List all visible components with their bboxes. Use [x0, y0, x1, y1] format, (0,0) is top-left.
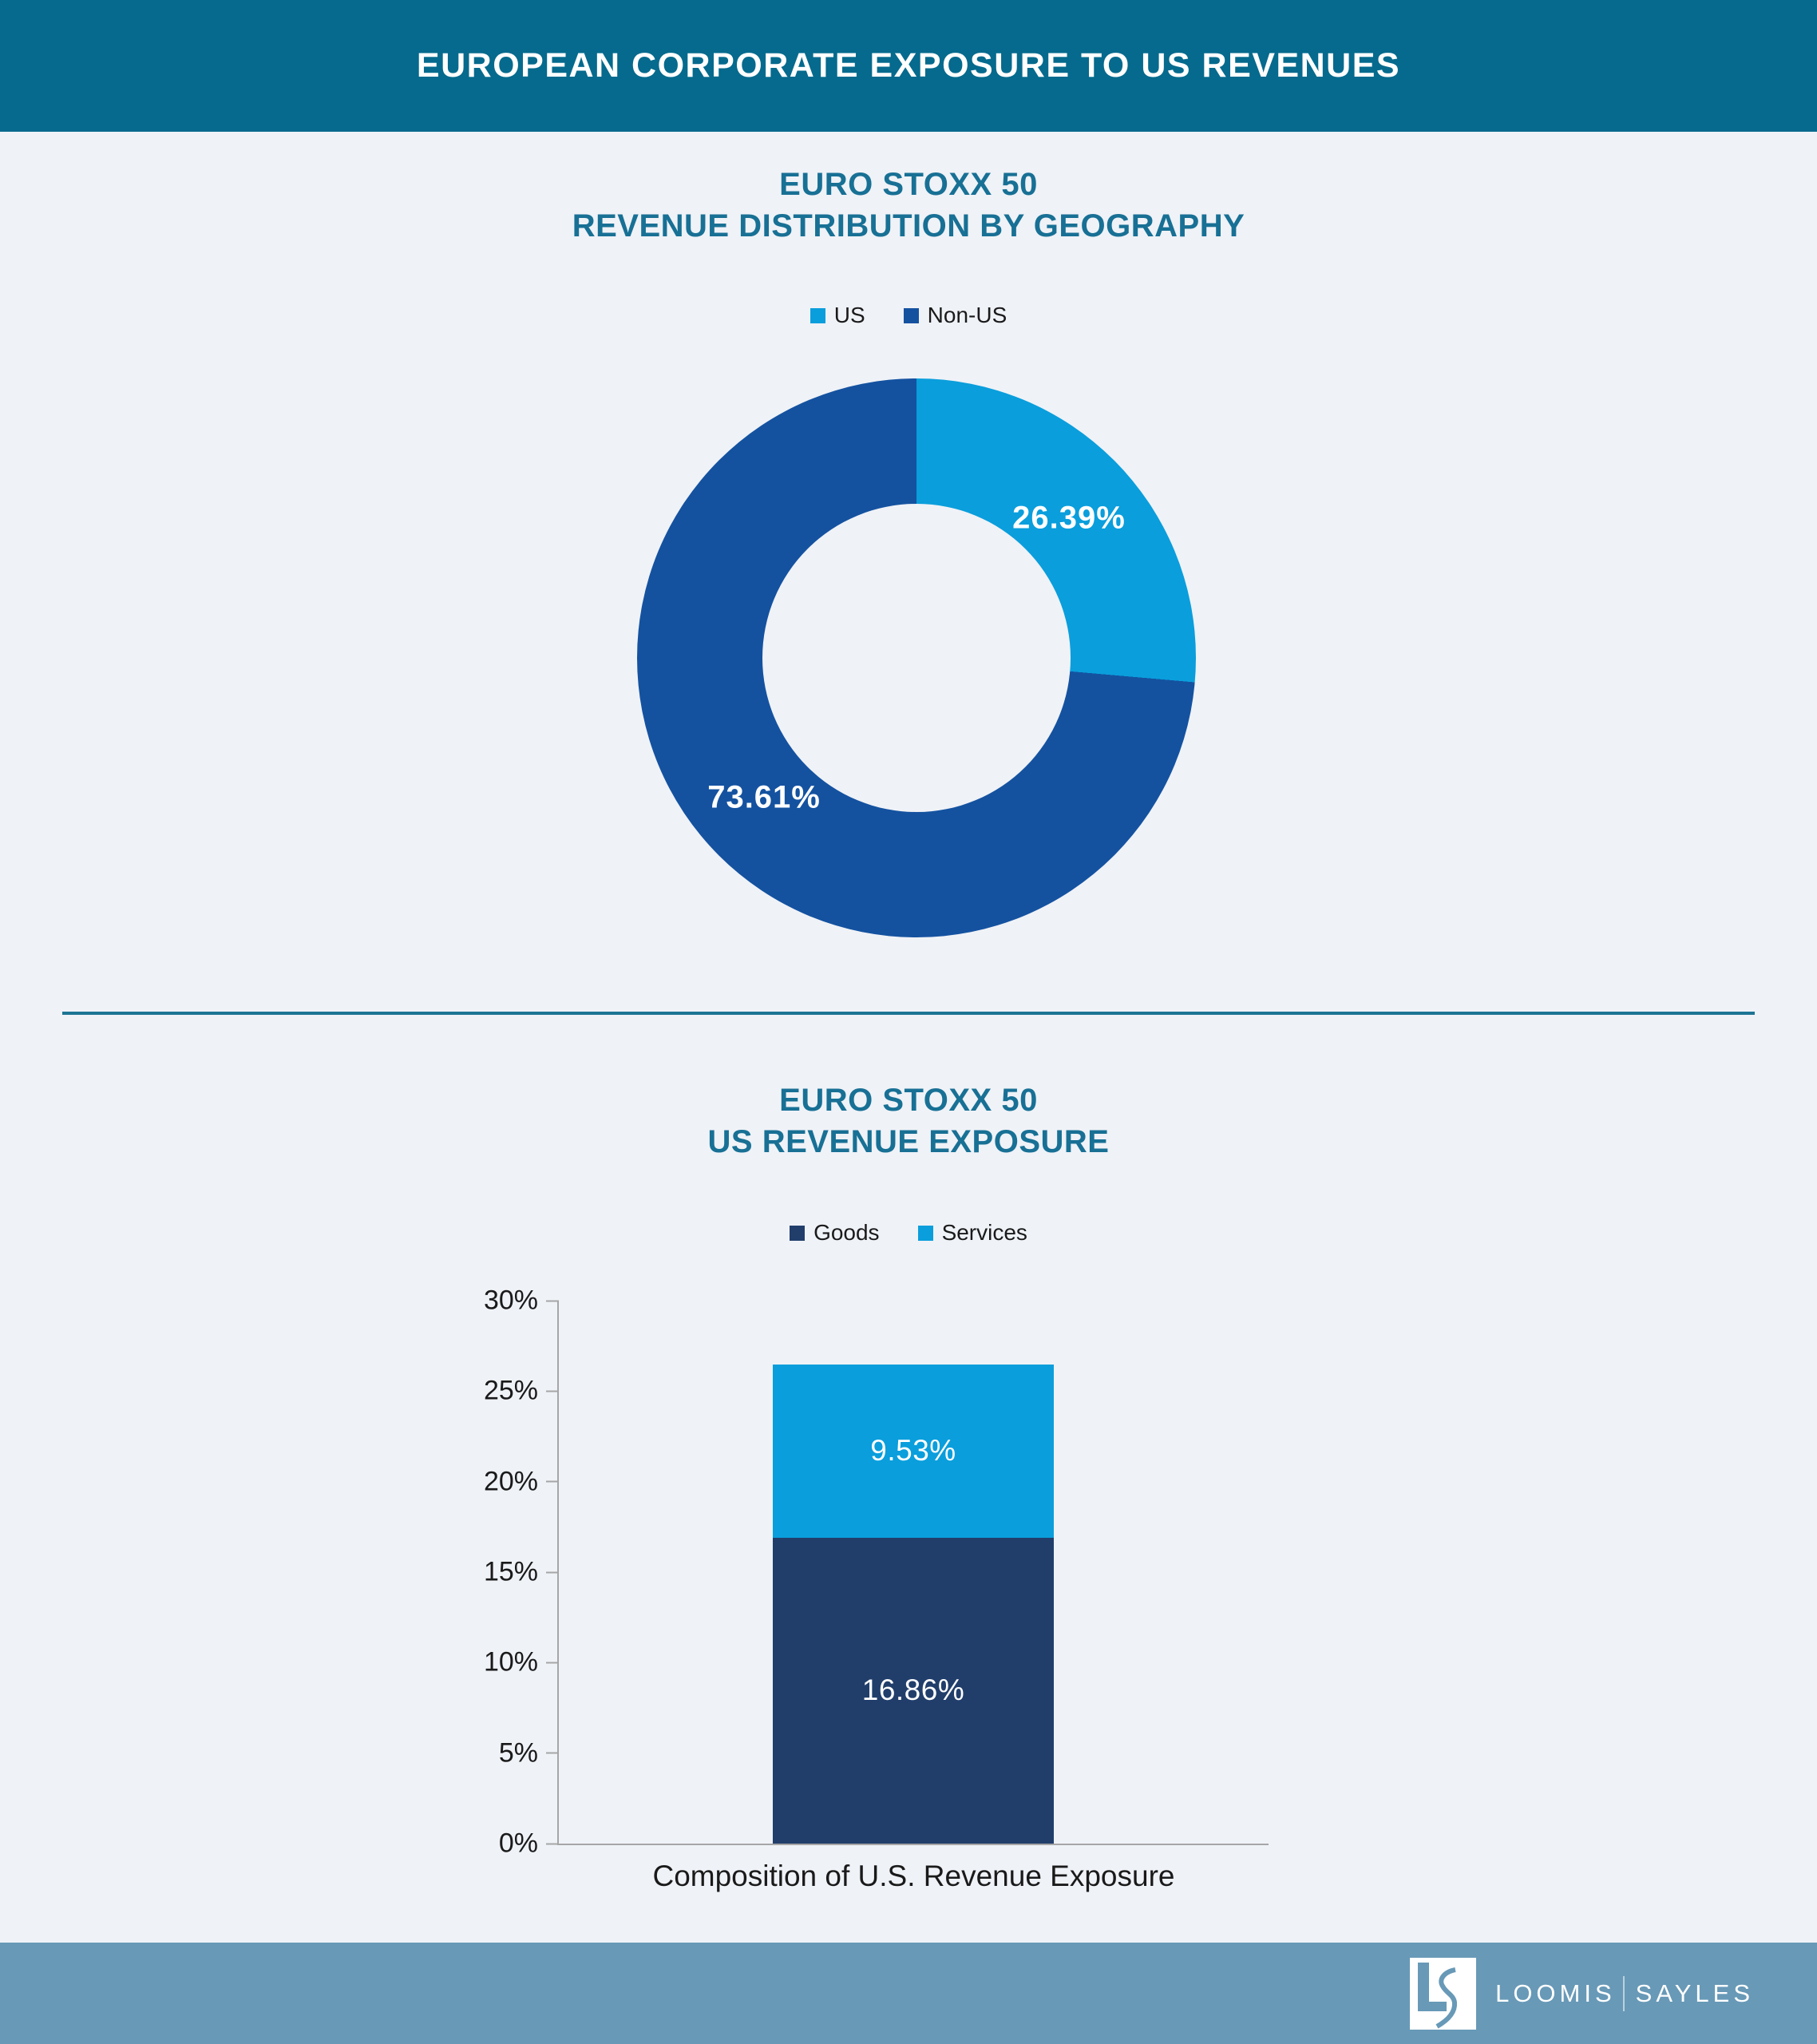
donut-chart-title-line-2: REVENUE DISTRIBUTION BY GEOGRAPHY	[572, 208, 1245, 244]
bar-segment-services: 9.53%	[773, 1365, 1054, 1538]
section-divider	[62, 1012, 1755, 1015]
footer-band: LOOMIS SAYLES	[0, 1943, 1817, 2044]
y-axis-tick-mark	[546, 1752, 559, 1754]
bar-chart-plot: 0% 5% 10% 15% 20% 25% 30% 16.86% 9.53% Composi…	[484, 1285, 1269, 1892]
y-axis-tick: 15%	[484, 1557, 559, 1588]
brand-lockup: LOOMIS SAYLES	[1410, 1957, 1754, 2030]
brand-name-loomis: LOOMIS	[1495, 1979, 1616, 2007]
legend-label: Goods	[813, 1220, 880, 1245]
y-axis-tick-mark	[546, 1843, 559, 1844]
page-title: EUROPEAN CORPORATE EXPOSURE TO US REVENU…	[416, 46, 1401, 85]
brand-separator	[1622, 1975, 1625, 2011]
legend-item-us: US	[810, 303, 865, 328]
donut-data-label-non-us: 73.61%	[707, 779, 821, 815]
loomis-sayles-logo-icon	[1410, 1957, 1477, 2030]
y-axis-tick-mark	[546, 1571, 559, 1573]
y-axis-tick: 30%	[484, 1285, 559, 1317]
y-axis-tick: 10%	[484, 1647, 559, 1678]
y-axis-tick-label: 25%	[483, 1375, 538, 1406]
y-axis-tick: 25%	[484, 1376, 559, 1407]
y-axis-tick-label: 20%	[483, 1466, 538, 1497]
donut-hole	[762, 504, 1071, 812]
brand-name-sayles: SAYLES	[1635, 1979, 1754, 2007]
stacked-bar: 16.86% 9.53%	[773, 1365, 1054, 1844]
bar-segment-label-goods: 16.86%	[861, 1674, 965, 1707]
legend-swatch-icon	[917, 1225, 933, 1241]
legend-label: Services	[941, 1220, 1027, 1245]
y-axis-tick-mark	[546, 1662, 559, 1664]
x-axis-label: Composition of U.S. Revenue Exposure	[652, 1860, 1175, 1892]
bar-chart-title-line-1: EURO STOXX 50	[779, 1083, 1038, 1118]
bar-segment-goods: 16.86%	[773, 1537, 1054, 1844]
donut-legend: US Non-US	[0, 299, 1817, 331]
bar-segment-label-services: 9.53%	[870, 1434, 956, 1468]
y-axis-tick-label: 10%	[483, 1646, 538, 1678]
bar-chart-title: EURO STOXX 50 US REVENUE EXPOSURE	[0, 1079, 1817, 1163]
y-axis-tick: 5%	[499, 1737, 559, 1769]
y-axis-tick: 0%	[499, 1828, 559, 1860]
legend-item-goods: Goods	[790, 1220, 880, 1246]
donut-chart: 26.39% 73.61%	[637, 378, 1196, 937]
donut-chart-title-line-1: EURO STOXX 50	[779, 167, 1038, 202]
legend-swatch-icon	[903, 307, 919, 323]
y-axis-tick: 20%	[484, 1466, 559, 1497]
y-axis-tick-label: 0%	[498, 1828, 538, 1859]
legend-item-services: Services	[917, 1220, 1027, 1246]
bar-legend: Goods Services	[0, 1217, 1817, 1249]
legend-label: US	[833, 303, 865, 327]
y-axis-tick-mark	[546, 1480, 559, 1483]
y-axis-tick-label: 5%	[498, 1737, 538, 1769]
bar-chart-title-line-2: US REVENUE EXPOSURE	[707, 1124, 1110, 1159]
header-banner: EUROPEAN CORPORATE EXPOSURE TO US REVENU…	[0, 0, 1817, 132]
legend-label: Non-US	[927, 303, 1007, 327]
y-axis-tick-label: 30%	[483, 1285, 538, 1316]
legend-item-non-us: Non-US	[903, 303, 1007, 328]
y-axis-tick-mark	[546, 1300, 559, 1301]
legend-swatch-icon	[810, 307, 825, 323]
y-axis-tick-label: 15%	[483, 1556, 538, 1587]
y-axis-tick-mark	[546, 1390, 559, 1392]
donut-data-label-us: 26.39%	[1012, 500, 1126, 536]
legend-swatch-icon	[790, 1225, 806, 1241]
donut-chart-title: EURO STOXX 50 REVENUE DISTRIBUTION BY GE…	[0, 164, 1817, 247]
